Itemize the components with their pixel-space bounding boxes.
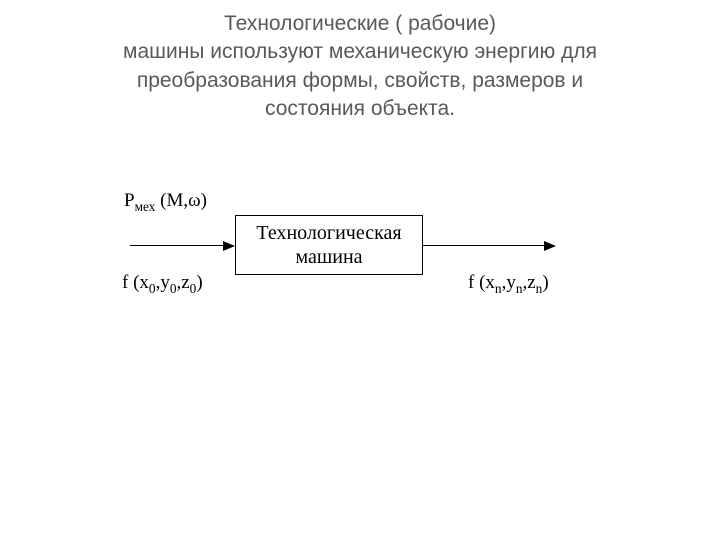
heading-line-3: преобразования формы, свойств, размеров …	[137, 69, 583, 92]
page-title: Технологические ( рабочие) машины исполь…	[0, 0, 720, 123]
output-bottom-label: f (xn,yn,zn)	[468, 272, 549, 297]
heading-line-2: машины используют механическую энергию д…	[123, 40, 597, 63]
output-arrow-head	[544, 241, 556, 251]
box-label-2: машина	[295, 245, 362, 269]
input-arrow-line	[130, 245, 225, 246]
input-top-label: Pмех (M,ω)	[124, 190, 207, 215]
input-arrow-head	[223, 241, 235, 251]
heading-line-1: Технологические ( рабочие)	[224, 12, 496, 35]
heading-line-4: состояния объекта.	[265, 97, 455, 120]
process-box: Технологическая машина	[235, 215, 423, 275]
flow-diagram: Технологическая машина Pмех (M,ω) f (x0,…	[0, 190, 720, 390]
input-bottom-label: f (x0,y0,z0)	[122, 272, 203, 297]
output-arrow-line	[423, 245, 546, 246]
box-label-1: Технологическая	[256, 221, 401, 245]
